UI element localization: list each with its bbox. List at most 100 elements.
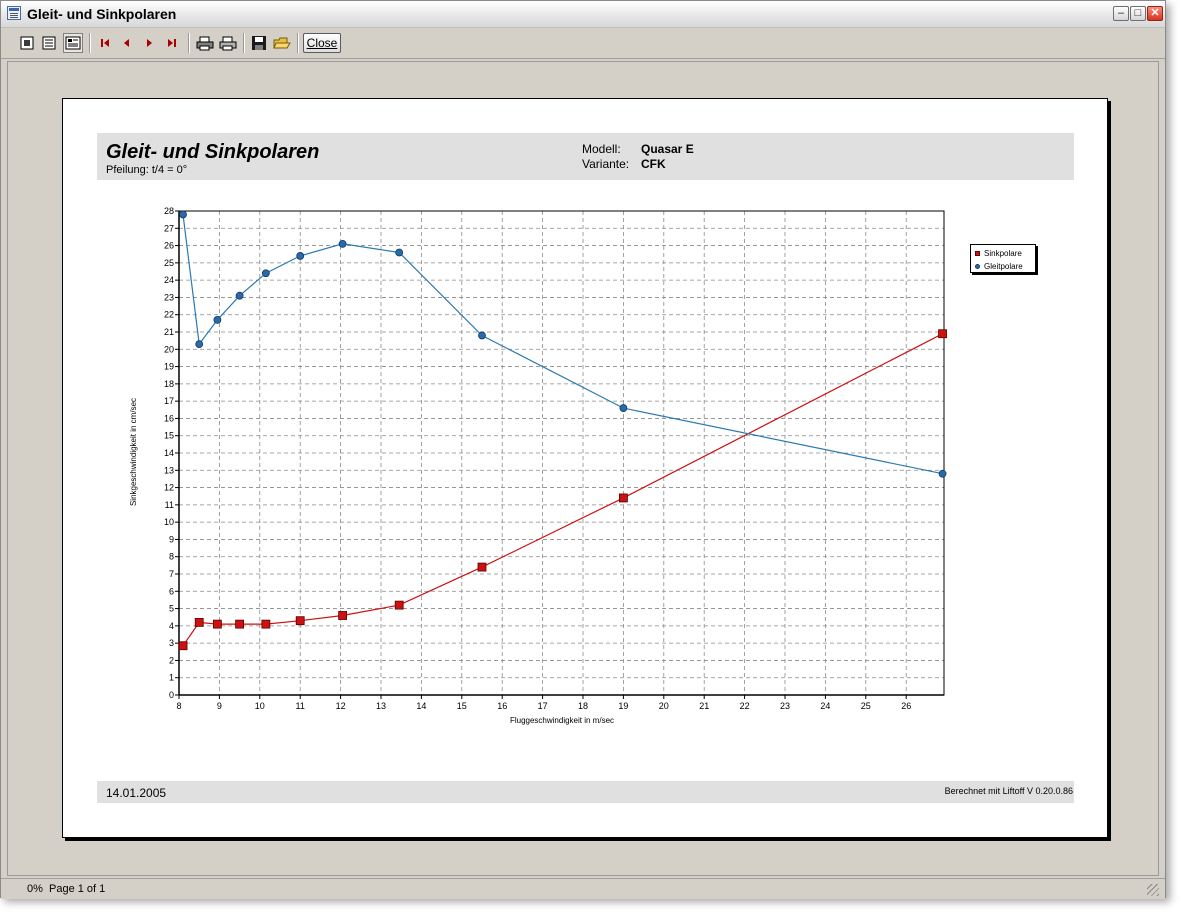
x-tick-label: 26 — [901, 701, 911, 711]
y-tick-label: 23 — [164, 292, 174, 302]
next-page-button[interactable] — [139, 33, 159, 53]
x-tick-label: 15 — [457, 701, 467, 711]
report-credit: Berechnet mit Liftoff V 0.20.0.86 — [944, 786, 1073, 796]
print-icon — [219, 36, 237, 51]
first-page-button[interactable] — [95, 33, 115, 53]
page-view-button[interactable] — [17, 33, 37, 53]
last-page-icon — [168, 39, 176, 47]
prev-page-button[interactable] — [117, 33, 137, 53]
gleitpolare-point — [619, 404, 628, 412]
status-page: Page 1 of 1 — [49, 883, 106, 895]
whole-page-button[interactable] — [63, 33, 83, 53]
y-tick-label: 14 — [164, 448, 174, 458]
y-tick-label: 3 — [169, 638, 174, 648]
toolbar: Close — [1, 28, 1165, 59]
y-tick-label: 2 — [169, 655, 174, 665]
x-tick-label: 8 — [176, 701, 181, 711]
sinkpolare-point — [212, 619, 222, 629]
y-tick-label: 0 — [169, 690, 174, 700]
gleitpolare-point — [235, 291, 244, 300]
list-view-icon — [42, 36, 56, 50]
print-button[interactable] — [218, 33, 238, 53]
page-view-icon — [20, 36, 34, 50]
y-tick-label: 27 — [164, 223, 174, 233]
y-tick-label: 21 — [164, 327, 174, 337]
sinkpolare-point — [394, 600, 404, 610]
x-tick-label: 13 — [376, 701, 386, 711]
x-tick-label: 14 — [416, 701, 426, 711]
sinkpolare-point — [261, 619, 271, 629]
save-button[interactable] — [249, 33, 269, 53]
y-tick-label: 17 — [164, 396, 174, 406]
y-tick-label: 24 — [164, 275, 174, 285]
y-tick-label: 20 — [164, 344, 174, 354]
open-button[interactable] — [272, 33, 292, 53]
gleitpolare-point — [261, 269, 270, 278]
whole-page-icon — [65, 36, 81, 50]
maximize-button[interactable]: □ — [1130, 6, 1146, 21]
x-tick-label: 9 — [217, 701, 222, 711]
variant-label: Variante: — [582, 157, 630, 171]
toolbar-separator — [297, 33, 299, 53]
y-tick-label: 10 — [164, 517, 174, 527]
x-tick-label: 10 — [255, 701, 265, 711]
prev-page-icon — [124, 39, 129, 47]
x-tick-label: 19 — [618, 701, 628, 711]
gleitpolare-point — [478, 331, 486, 340]
x-tick-label: 12 — [336, 701, 346, 711]
resize-grip[interactable] — [1147, 884, 1159, 896]
x-tick-label: 16 — [497, 701, 507, 711]
x-tick-label: 17 — [538, 701, 548, 711]
y-tick-label: 9 — [169, 534, 174, 544]
gleitpolare-point — [296, 252, 305, 260]
y-tick-label: 7 — [169, 569, 174, 579]
close-preview-button[interactable]: Close — [303, 33, 341, 53]
list-view-button[interactable] — [39, 33, 59, 53]
minimize-button[interactable]: – — [1113, 6, 1129, 21]
sinkpolare-point — [338, 611, 348, 620]
report-subtitle: Pfeilung: t/4 = 0° — [106, 164, 188, 176]
y-tick-label: 18 — [164, 379, 174, 389]
legend-label: Gleitpolare — [984, 261, 1023, 271]
x-tick-label: 11 — [296, 701, 305, 711]
y-tick-label: 25 — [164, 258, 174, 268]
close-window-button[interactable]: ✕ — [1147, 6, 1163, 21]
sinkpolare-point — [477, 562, 487, 572]
y-tick-label: 4 — [169, 621, 174, 631]
last-page-button[interactable] — [162, 33, 182, 53]
chart-axes: 8 9 10 11 12 13 14 15 16 17 18 19 20 21 22 23 24 25 260123… — [164, 206, 945, 711]
x-tick-label: 21 — [699, 701, 709, 711]
print-setup-icon — [196, 36, 214, 51]
y-tick-label: 6 — [169, 586, 174, 596]
gleitpolare-point — [338, 239, 347, 248]
y-tick-label: 15 — [164, 431, 174, 441]
x-tick-label: 25 — [861, 701, 871, 711]
x-tick-label: 22 — [740, 701, 750, 711]
x-tick-label: 23 — [780, 701, 790, 711]
y-tick-label: 1 — [169, 673, 174, 683]
report-date: 14.01.2005 — [106, 786, 167, 800]
save-icon — [252, 36, 266, 50]
chart-series — [178, 210, 947, 651]
chart-grid — [179, 211, 944, 695]
x-tick-label: 18 — [578, 701, 588, 711]
x-tick-label: 24 — [820, 701, 830, 711]
sinkpolare-point — [619, 493, 628, 503]
print-setup-button[interactable] — [195, 33, 215, 53]
report-footer-band — [97, 781, 1074, 803]
x-axis-title: Fluggeschwindigkeit in m/sec — [510, 716, 614, 725]
gleitpolare-point — [179, 210, 187, 219]
legend-item-sinkpolare: Sinkpolare — [975, 247, 1022, 259]
variant-value: CFK — [641, 157, 666, 171]
y-tick-label: 12 — [164, 483, 174, 493]
y-tick-label: 28 — [164, 206, 174, 216]
first-page-icon — [101, 39, 109, 47]
chart-legend: Sinkpolare Gleitpolare — [970, 244, 1036, 273]
y-tick-label: 26 — [164, 241, 174, 251]
y-tick-label: 13 — [164, 465, 174, 475]
legend-item-gleitpolare: Gleitpolare — [975, 260, 1023, 272]
toolbar-separator — [89, 33, 91, 53]
gleitpolare-point — [213, 315, 222, 324]
sinkpolare-point — [938, 329, 947, 339]
